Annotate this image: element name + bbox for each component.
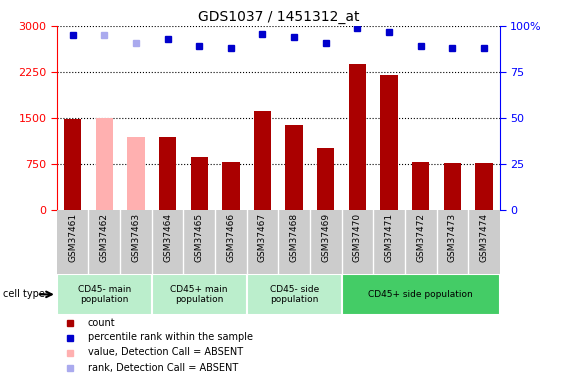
- Title: GDS1037 / 1451312_at: GDS1037 / 1451312_at: [198, 10, 359, 24]
- Bar: [286, 125, 303, 210]
- Bar: [152, 274, 247, 315]
- Text: GSM37467: GSM37467: [258, 213, 267, 262]
- Text: CD45- main
population: CD45- main population: [78, 285, 131, 304]
- Text: GSM37471: GSM37471: [385, 213, 394, 262]
- Text: GSM37473: GSM37473: [448, 213, 457, 262]
- Text: GSM37462: GSM37462: [100, 213, 108, 262]
- Text: CD45- side
population: CD45- side population: [270, 285, 319, 304]
- Text: CD45+ side population: CD45+ side population: [369, 290, 473, 299]
- Bar: [444, 164, 461, 210]
- Text: value, Detection Call = ABSENT: value, Detection Call = ABSENT: [88, 348, 243, 357]
- Text: GSM37466: GSM37466: [227, 213, 235, 262]
- Bar: [475, 163, 492, 210]
- Text: GSM37474: GSM37474: [479, 213, 488, 262]
- Bar: [190, 158, 208, 210]
- Bar: [64, 119, 81, 210]
- Bar: [247, 274, 341, 315]
- Bar: [349, 64, 366, 210]
- Bar: [159, 136, 176, 210]
- Bar: [317, 148, 335, 210]
- Text: GSM37464: GSM37464: [163, 213, 172, 262]
- Text: cell type: cell type: [3, 290, 45, 299]
- Text: count: count: [88, 318, 115, 327]
- Text: GSM37465: GSM37465: [195, 213, 204, 262]
- Bar: [341, 274, 500, 315]
- Text: GSM37463: GSM37463: [131, 213, 140, 262]
- Text: rank, Detection Call = ABSENT: rank, Detection Call = ABSENT: [88, 363, 238, 372]
- Bar: [95, 117, 113, 210]
- Bar: [222, 162, 240, 210]
- Bar: [57, 274, 152, 315]
- Text: GSM37468: GSM37468: [290, 213, 299, 262]
- Text: GSM37461: GSM37461: [68, 213, 77, 262]
- Bar: [412, 162, 429, 210]
- Bar: [254, 111, 271, 210]
- Bar: [381, 75, 398, 210]
- Text: GSM37472: GSM37472: [416, 213, 425, 262]
- Bar: [127, 136, 145, 210]
- Text: GSM37469: GSM37469: [321, 213, 330, 262]
- Text: GSM37470: GSM37470: [353, 213, 362, 262]
- Text: percentile rank within the sample: percentile rank within the sample: [88, 333, 253, 342]
- Text: CD45+ main
population: CD45+ main population: [170, 285, 228, 304]
